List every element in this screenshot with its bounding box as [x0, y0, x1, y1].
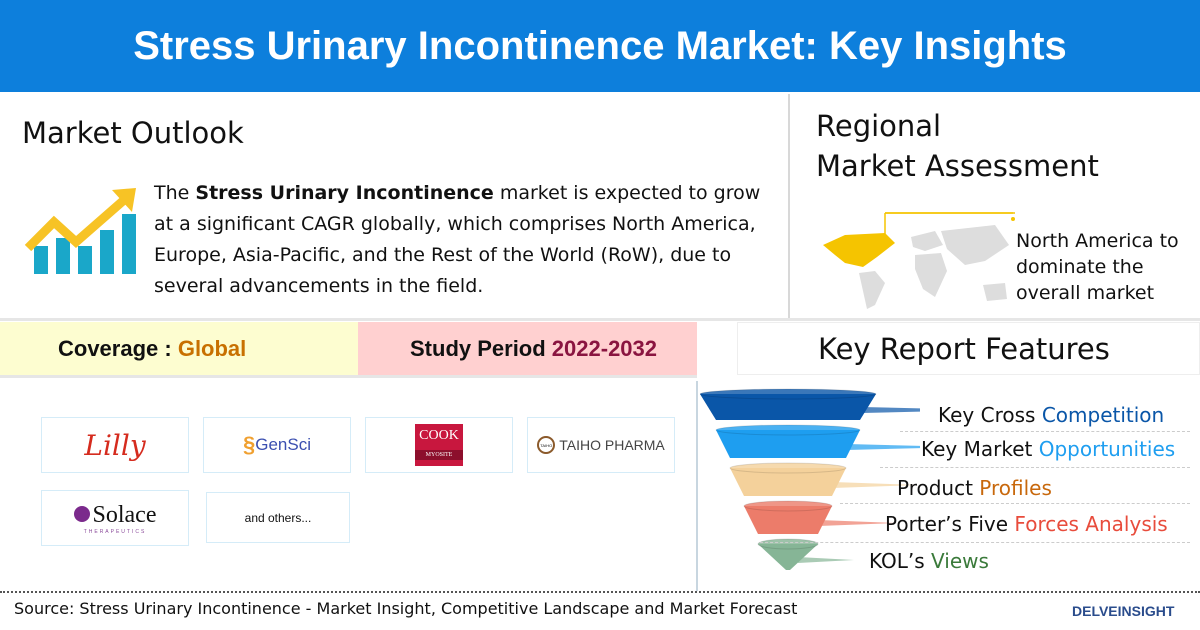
divider	[696, 381, 698, 591]
divider	[760, 542, 1190, 543]
funnel-segment-top	[729, 462, 847, 474]
divider	[0, 375, 697, 378]
funnel-segment	[730, 468, 846, 496]
solace-logo: Solace THERAPEUTICS	[41, 490, 189, 546]
funnel-segment-top	[715, 424, 861, 436]
funnel-segment	[744, 506, 832, 534]
cook-myosite-logo: COOK MYOSITE	[365, 417, 513, 473]
market-outlook-heading: Market Outlook	[22, 116, 244, 150]
funnel-pointer	[819, 520, 897, 526]
study-period-label: Study Period 2022-2032	[358, 322, 697, 375]
funnel-segment	[716, 430, 860, 458]
world-map-icon	[823, 212, 1015, 309]
report-feature-item: Key Cross Competition	[938, 403, 1165, 427]
and-others-label: and others...	[206, 492, 350, 543]
report-features-funnel	[700, 388, 920, 570]
divider	[0, 591, 1200, 593]
funnel-segment	[700, 394, 876, 420]
regional-text: North America to dominate the overall ma…	[1016, 230, 1179, 304]
market-outlook-text: The Stress Urinary Incontinence market i…	[154, 182, 761, 297]
report-feature-item: Product Profiles	[897, 476, 1052, 500]
divider	[788, 94, 790, 318]
funnel-pointer	[798, 557, 854, 563]
report-feature-item: Porter’s Five Forces Analysis	[885, 512, 1168, 536]
divider	[900, 431, 1190, 432]
divider	[0, 318, 1200, 321]
source-text: Source: Stress Urinary Incontinence - Ma…	[14, 599, 798, 618]
taiho-pharma-logo: TAIHO TAIHO PHARMA	[527, 417, 675, 473]
report-feature-item: KOL’s Views	[869, 549, 989, 573]
funnel-segment-top	[757, 538, 819, 550]
page-title: Stress Urinary Incontinence Market: Key …	[0, 0, 1200, 92]
delveinsight-logo: DELVEINSIGHT	[1072, 603, 1175, 619]
key-report-features-heading: Key Report Features	[737, 322, 1200, 375]
funnel-segment-top	[743, 500, 833, 512]
regional-heading: Regional Market Assessment	[816, 109, 1099, 183]
funnel-pointer	[833, 482, 919, 488]
divider	[880, 467, 1190, 468]
gensci-logo: § GenSci	[203, 417, 351, 473]
lilly-logo: Lilly	[41, 417, 189, 473]
funnel-segment-top	[700, 388, 877, 400]
divider	[840, 503, 1190, 504]
growth-chart-icon	[24, 188, 136, 274]
funnel-pointer	[847, 444, 920, 450]
funnel-pointer	[862, 407, 920, 413]
report-feature-item: Key Market Opportunities	[921, 437, 1176, 461]
funnel-segment	[758, 544, 818, 570]
coverage-label: Coverage : Global	[0, 322, 358, 375]
